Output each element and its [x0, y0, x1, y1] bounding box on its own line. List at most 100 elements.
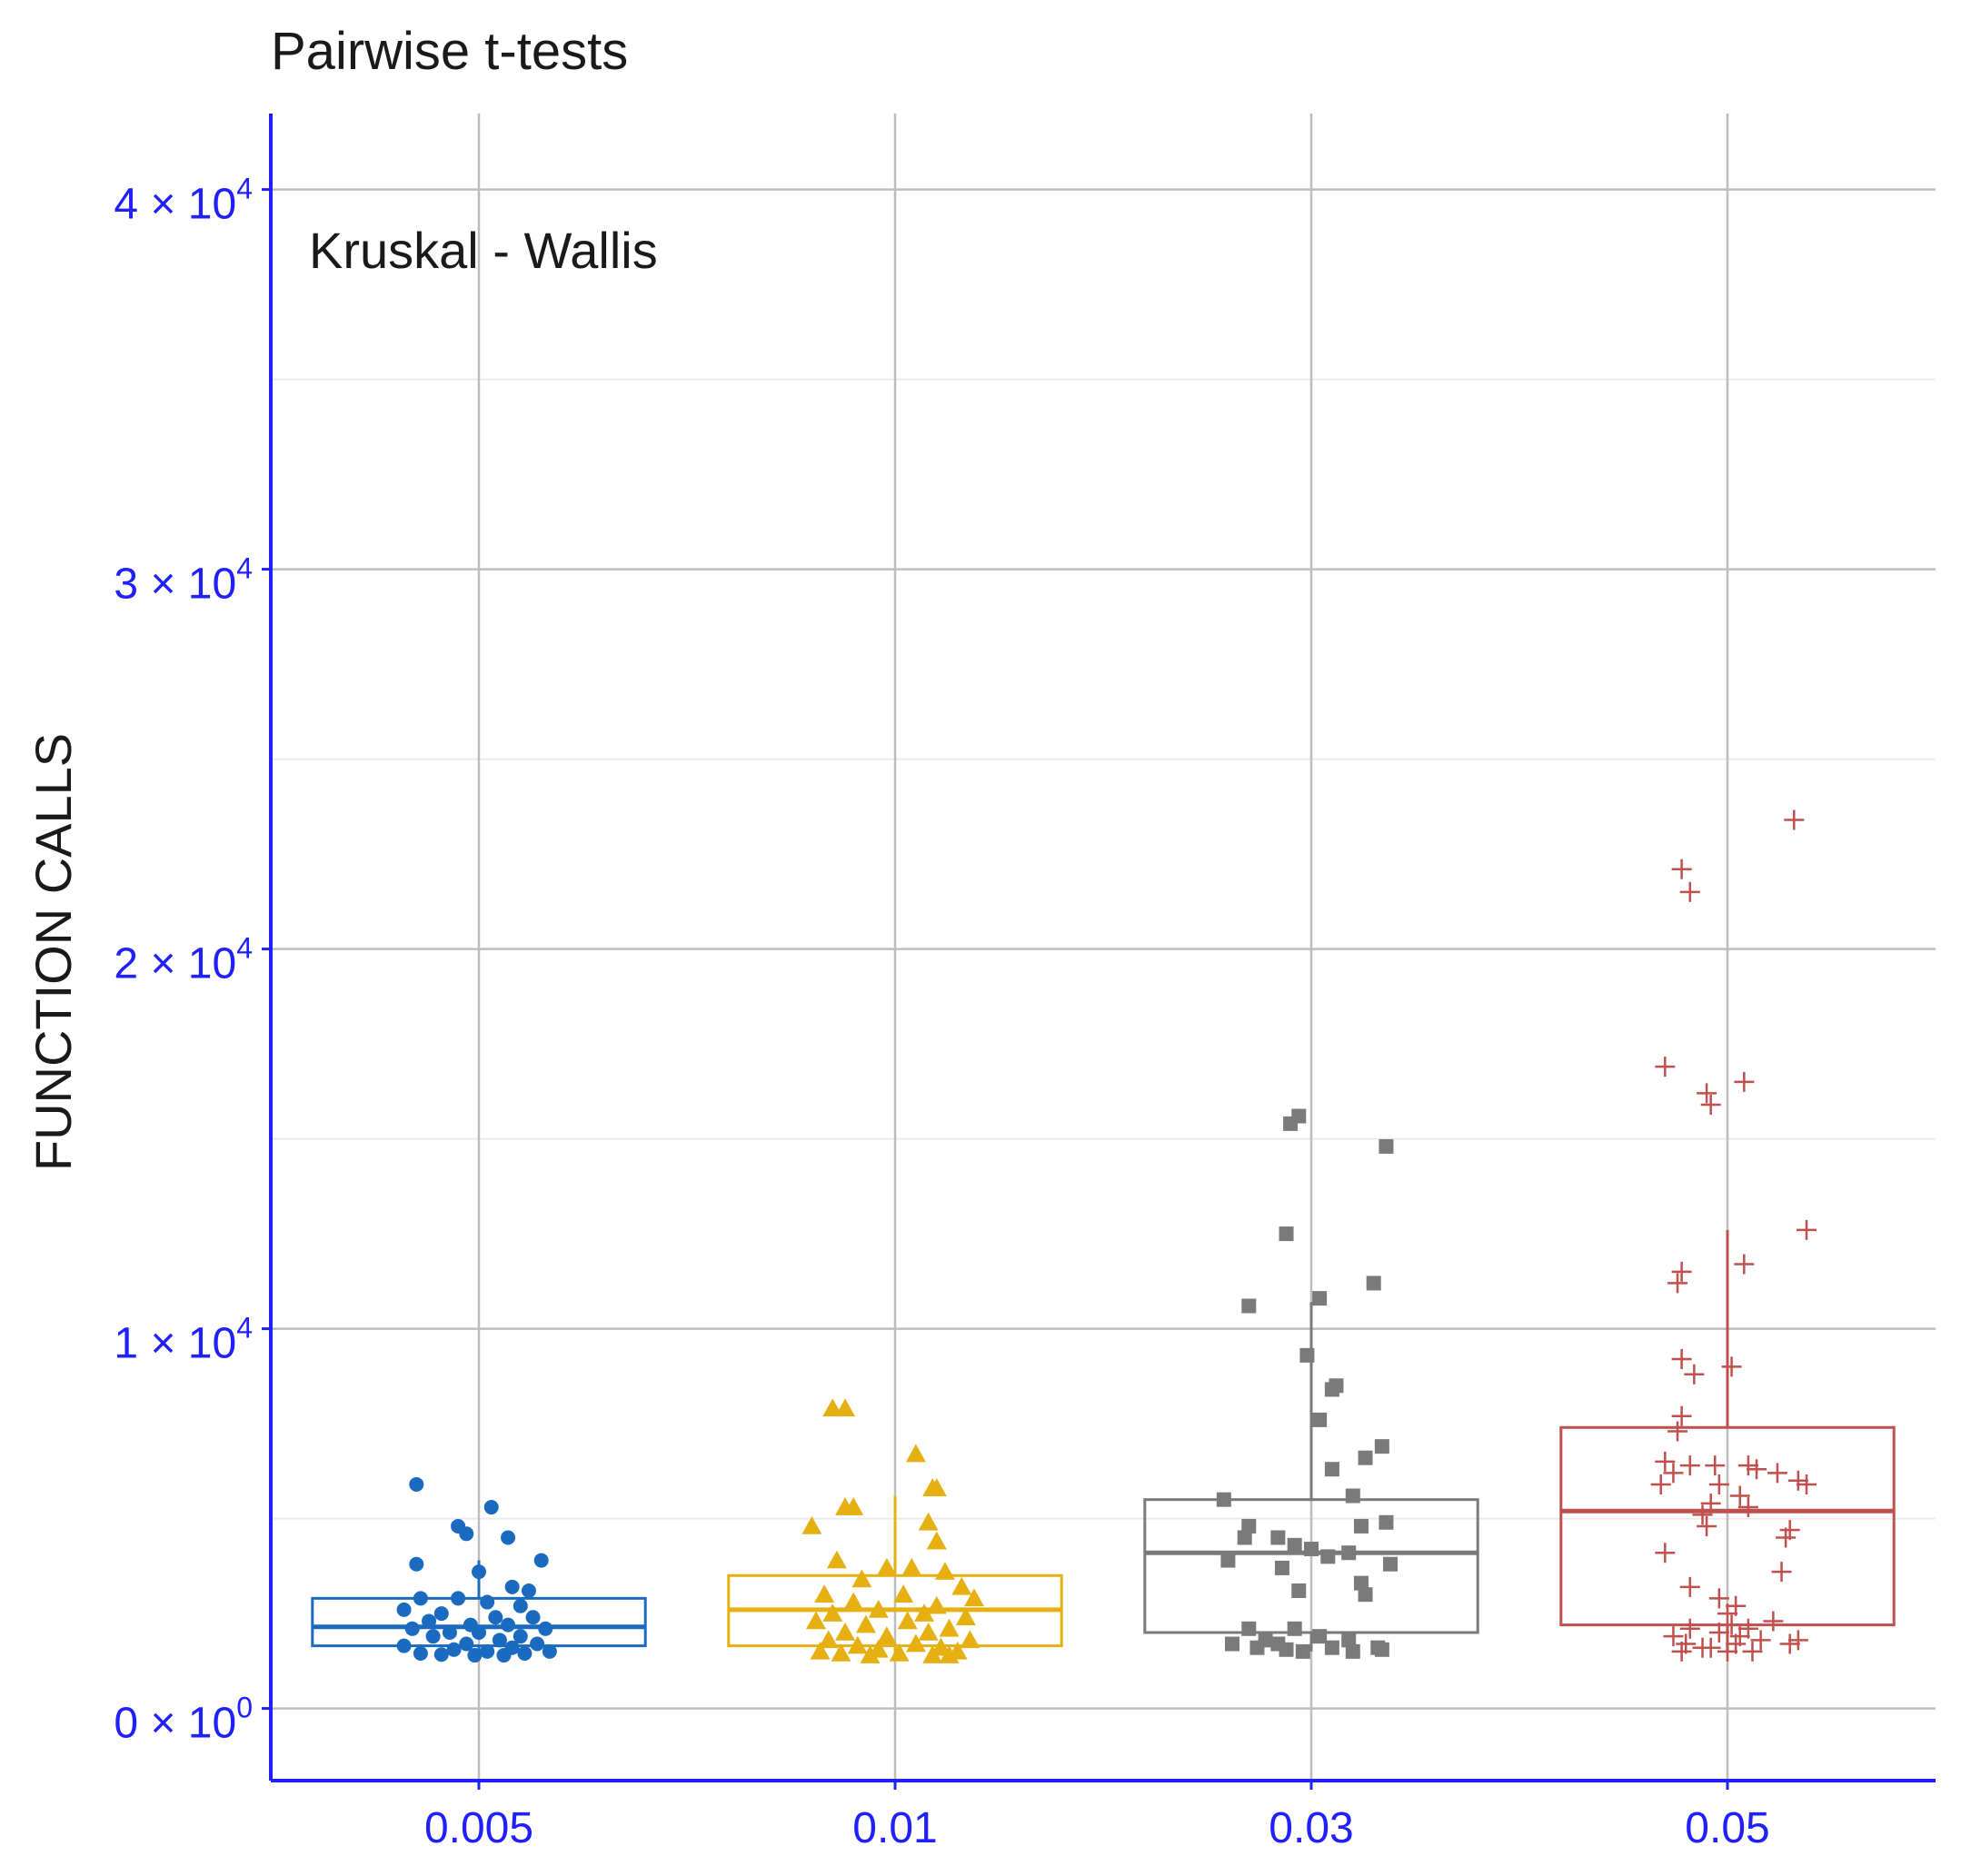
data-point: [1784, 809, 1805, 830]
data-point: [1721, 1356, 1742, 1377]
data-point: [818, 1630, 839, 1649]
data-point: [1705, 1455, 1726, 1476]
data-point: [851, 1569, 872, 1588]
data-point: [1299, 1347, 1315, 1363]
data-point: [467, 1648, 483, 1663]
data-point: [843, 1497, 864, 1515]
data-point: [1270, 1530, 1286, 1545]
data-point: [1734, 1071, 1755, 1092]
data-point: [422, 1613, 437, 1629]
data-point: [901, 1557, 922, 1576]
data-point: [513, 1629, 528, 1644]
x-tick-label: 0.03: [1269, 1804, 1353, 1852]
data-point: [1320, 1549, 1336, 1564]
data-point: [1779, 1633, 1800, 1654]
data-point: [483, 1500, 499, 1515]
data-point: [939, 1645, 960, 1663]
data-point: [1324, 1462, 1339, 1477]
data-point: [451, 1591, 466, 1606]
data-point: [926, 1531, 947, 1550]
data-point: [1771, 1562, 1792, 1583]
data-point: [396, 1638, 412, 1653]
data-point: [1287, 1537, 1302, 1553]
data-point: [1708, 1622, 1729, 1643]
y-tick-label: 2 × 104: [114, 932, 253, 988]
data-point: [1797, 1219, 1817, 1240]
data-point: [922, 1645, 943, 1663]
data-point: [1304, 1542, 1319, 1557]
data-point: [496, 1648, 512, 1663]
data-point: [1742, 1641, 1763, 1662]
data-point: [843, 1592, 864, 1611]
data-point: [926, 1595, 947, 1614]
data-point: [1767, 1463, 1787, 1484]
data-point: [442, 1624, 457, 1640]
data-point: [1379, 1514, 1394, 1530]
data-point: [1224, 1636, 1239, 1652]
data-point: [1312, 1412, 1328, 1427]
data-point: [801, 1515, 822, 1534]
box: [1143, 1498, 1479, 1634]
data-point: [1291, 1583, 1307, 1599]
boxplots: [311, 1229, 1896, 1656]
data-point: [831, 1643, 851, 1662]
data-point: [542, 1643, 557, 1659]
data-point: [955, 1607, 976, 1626]
data-point: [413, 1645, 428, 1661]
data-point: [926, 1478, 947, 1496]
data-point: [472, 1624, 486, 1640]
data-point: [1787, 1630, 1808, 1651]
data-point: [1671, 1405, 1692, 1426]
data-point: [1279, 1642, 1294, 1657]
data-point: [413, 1591, 428, 1606]
data-point: [533, 1553, 549, 1568]
data-point: [814, 1584, 835, 1603]
data-point: [1667, 1273, 1688, 1294]
data-point: [1684, 1364, 1705, 1385]
data-point: [1671, 1261, 1692, 1282]
data-point: [1383, 1556, 1399, 1572]
data-point: [472, 1564, 486, 1580]
data-point: [1708, 1588, 1729, 1609]
data-point: [521, 1583, 536, 1599]
data-point: [1279, 1226, 1294, 1242]
data-point: [1374, 1439, 1389, 1454]
data-point: [488, 1610, 503, 1625]
data-point: [1345, 1643, 1360, 1659]
data-point: [835, 1398, 856, 1417]
data-point: [1663, 1463, 1684, 1484]
data-point: [960, 1630, 980, 1649]
data-point: [1679, 881, 1700, 902]
data-point: [1216, 1492, 1231, 1507]
data-point: [1237, 1530, 1252, 1545]
data-point: [914, 1603, 935, 1622]
data-point: [1776, 1527, 1797, 1548]
data-point: [1734, 1254, 1755, 1275]
data-point: [1366, 1275, 1381, 1291]
data-point: [1345, 1488, 1360, 1504]
data-point: [905, 1444, 926, 1463]
data-point: [905, 1633, 926, 1653]
data-point: [1312, 1291, 1328, 1306]
data-point: [446, 1642, 462, 1657]
data-point: [1655, 1057, 1676, 1077]
x-tick-label: 0.005: [424, 1804, 533, 1852]
data-point: [1353, 1518, 1369, 1534]
data-point: [1708, 1474, 1729, 1494]
data-point: [931, 1637, 951, 1656]
data-point: [1241, 1298, 1257, 1314]
data-point: [1750, 1630, 1771, 1651]
data-point: [1747, 1459, 1767, 1480]
data-point: [409, 1476, 424, 1492]
data-point: [951, 1576, 972, 1595]
data-point: [530, 1636, 545, 1652]
data-point: [897, 1611, 918, 1630]
data-point: [1763, 1611, 1784, 1632]
data-point: [1241, 1518, 1257, 1534]
data-point: [1341, 1545, 1357, 1561]
y-tick-label: 1 × 104: [114, 1312, 253, 1368]
data-point: [1374, 1642, 1389, 1657]
data-point: [1697, 1083, 1717, 1104]
data-point: [459, 1526, 474, 1542]
data-point: [1717, 1603, 1737, 1624]
